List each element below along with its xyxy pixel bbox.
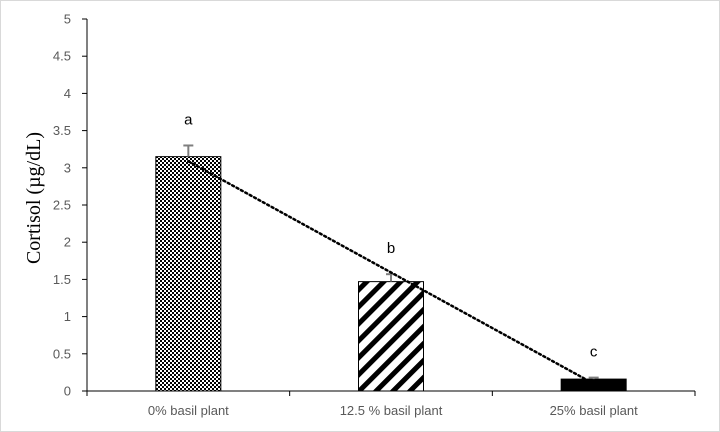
trendline [187,159,595,385]
significance-letter-b: b [387,240,395,257]
y-tick-label: 2.5 [53,198,71,213]
y-tick-label: 2 [64,235,71,250]
y-tick-label: 1.5 [53,272,71,287]
y-tick-label: 1 [64,309,71,324]
y-tick-label: 0 [64,384,71,399]
bar-3 [560,378,627,392]
significance-letter-a: a [184,111,193,128]
x-category-label: 0% basil plant [148,403,229,418]
significance-letter-c: c [590,344,598,361]
y-tick-label: 4 [64,86,71,101]
bar-1 [155,156,222,392]
y-tick-label: 4.5 [53,49,71,64]
y-tick-label: 5 [64,12,71,27]
y-tick-label: 0.5 [53,346,71,361]
y-axis-title: Cortisol (µg/dL) [23,132,45,264]
y-tick-label: 3.5 [53,123,71,138]
y-tick-label: 3 [64,160,71,175]
x-category-label: 25% basil plant [550,403,639,418]
bar-2 [358,281,424,392]
x-category-label: 12.5 % basil plant [340,403,443,418]
